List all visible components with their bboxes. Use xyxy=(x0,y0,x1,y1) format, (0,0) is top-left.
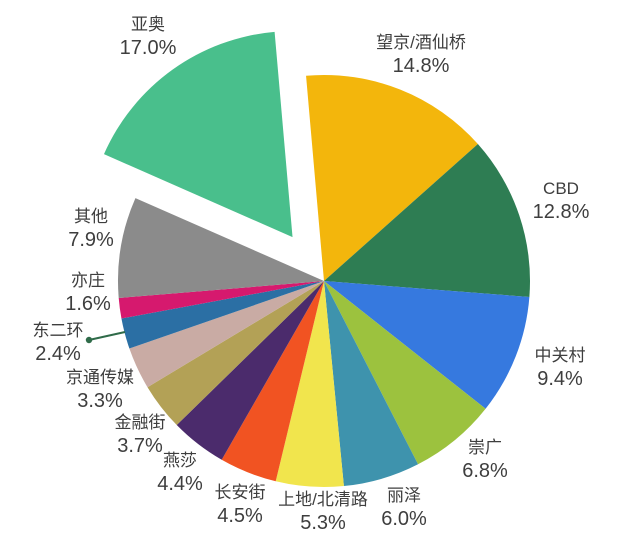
pie-slice xyxy=(324,281,486,465)
pie-slice xyxy=(118,281,324,319)
label-leader-dot xyxy=(85,336,93,344)
pie-slice xyxy=(147,281,324,426)
pie-slice xyxy=(221,281,324,482)
pie-slice xyxy=(324,144,531,298)
pie-slice xyxy=(324,281,419,487)
pie-slice xyxy=(121,281,324,349)
pie-slice xyxy=(117,198,325,298)
pie-slice xyxy=(324,281,530,409)
pie-slice xyxy=(129,281,324,388)
pie-slice xyxy=(103,31,293,238)
pie-slice xyxy=(306,74,478,281)
label-leader-line xyxy=(88,331,126,341)
pie-slice xyxy=(275,281,344,488)
pie-slice xyxy=(176,281,324,460)
